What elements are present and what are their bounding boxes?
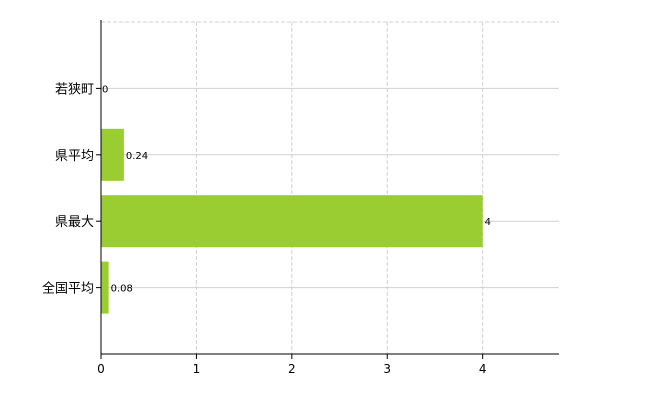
bar bbox=[101, 261, 109, 314]
x-tick-label: 2 bbox=[288, 362, 296, 376]
x-tick-label: 1 bbox=[193, 362, 201, 376]
data-label: 0 bbox=[102, 84, 108, 95]
bar bbox=[101, 195, 483, 248]
x-tick-label: 3 bbox=[383, 362, 391, 376]
category-label: 若狭町 bbox=[55, 81, 94, 97]
data-label: 0.08 bbox=[111, 284, 133, 295]
category-label: 県平均 bbox=[55, 149, 94, 164]
category-label: 全国平均 bbox=[42, 281, 94, 297]
data-label: 4 bbox=[485, 217, 491, 228]
category-label: 県最大 bbox=[55, 215, 94, 230]
x-tick-label: 4 bbox=[479, 362, 487, 376]
bar bbox=[101, 128, 124, 181]
x-tick-label: 0 bbox=[97, 362, 105, 376]
data-label: 0.24 bbox=[126, 151, 148, 162]
